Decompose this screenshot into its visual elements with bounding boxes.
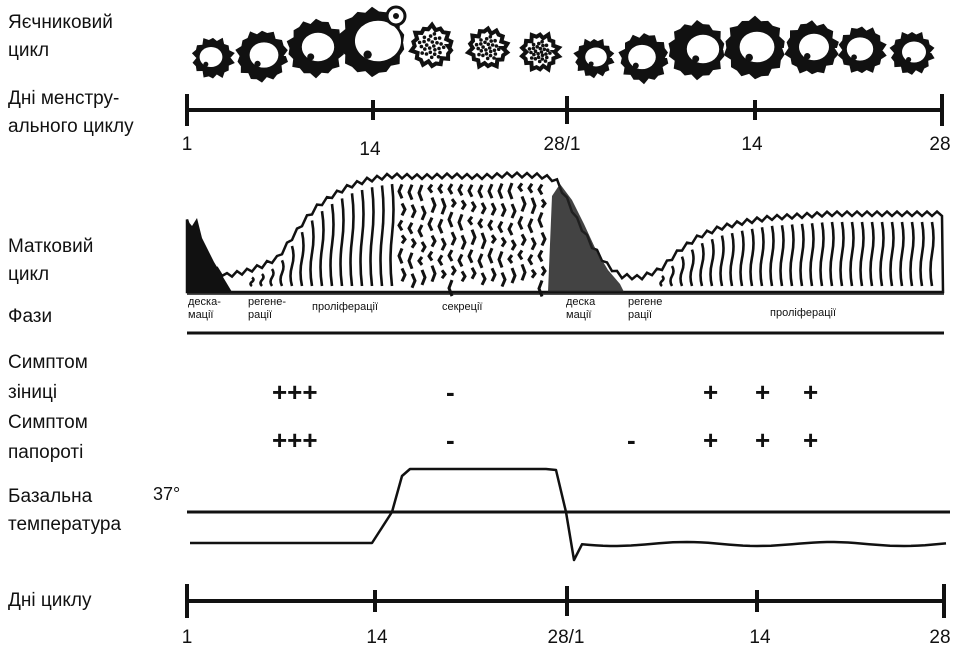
pupil-symptom-mark: +++: [272, 377, 318, 407]
ovarian-follicle-icon: [338, 5, 407, 78]
uterine-cycle-label-line1: Матковий: [8, 236, 93, 257]
ovarian-cycle-label-line1: Яєчниковий: [8, 12, 113, 33]
corpus-luteum-icon: [464, 25, 511, 70]
cycle-days-label: Дні циклу: [8, 590, 92, 611]
bottom-day-axis: 1 14 28/1 14 28: [182, 584, 951, 648]
ovarian-follicle-icon: [837, 26, 887, 74]
fern-symptom-mark: -: [446, 425, 455, 455]
row-labels: Яєчниковий цикл Дні менстру- ального цик…: [8, 12, 180, 611]
ovarian-follicle-icon: [668, 20, 725, 81]
pupil-symptom-row: +++ - + + +: [272, 377, 818, 407]
pupil-symptom-mark: +: [703, 377, 718, 407]
ovarian-follicle-icon: [191, 37, 235, 79]
corpus-luteum-icon: [519, 31, 563, 73]
phase-regeneration-1-line1: регене-: [248, 296, 286, 308]
basal-temperature-chart: [187, 467, 950, 562]
phase-labels: деска- мації регене- рації проліферації …: [187, 293, 944, 335]
pupil-symptom-mark: +: [803, 377, 818, 407]
ovarian-cycle-label-line2: цикл: [8, 40, 49, 61]
phase-regeneration-1-line2: рації: [248, 309, 272, 321]
ovarian-follicle-icon: [889, 32, 935, 75]
fern-symptom-mark: -: [627, 425, 636, 455]
temperature-label-line2: температура: [8, 514, 121, 535]
phase-desquamation-2-line1: деска: [566, 296, 596, 308]
top-tick-label-28: 28: [929, 134, 950, 155]
top-day-axis: 1 14 28/1 14 28: [182, 94, 951, 160]
uterine-cycle-label-line2: цикл: [8, 264, 49, 285]
menstrual-days-label-line2: ального циклу: [8, 116, 134, 137]
ovarian-follicle-icon: [286, 18, 344, 79]
ovarian-follicles: [191, 5, 935, 85]
desquamation-dark-zone-mid: [548, 184, 624, 292]
bottom-tick-label-28-1: 28/1: [548, 627, 585, 648]
bottom-tick-label-28: 28: [929, 627, 950, 648]
temperature-37-label: 37°: [153, 484, 180, 504]
fern-symptom-mark: +: [755, 425, 770, 455]
top-tick-label-14a: 14: [359, 139, 381, 160]
pupil-symptom-mark: +: [755, 377, 770, 407]
phase-proliferation-2: проліферації: [770, 307, 836, 319]
fern-symptom-mark: +: [803, 425, 818, 455]
bottom-tick-label-14a: 14: [366, 627, 388, 648]
fern-symptom-mark: +++: [272, 425, 318, 455]
top-tick-label-28-1: 28/1: [544, 134, 581, 155]
ovarian-follicle-icon: [723, 15, 785, 80]
menstrual-days-label-line1: Дні менстру-: [8, 88, 119, 109]
pupil-symptom-label-line1: Симптом: [8, 352, 88, 373]
bottom-tick-label-14b: 14: [749, 627, 771, 648]
pupil-symptom-label-line2: зіниці: [8, 382, 57, 403]
desquamation-dark-zone-left: [187, 218, 232, 292]
phase-secretion: секреції: [442, 301, 482, 313]
fern-symptom-label-line1: Симптом: [8, 412, 88, 433]
phase-desquamation-2-line2: мації: [566, 309, 591, 321]
phase-regeneration-2-line1: регене: [628, 296, 662, 308]
phase-desquamation-1-line1: деска-: [188, 296, 221, 308]
ovarian-follicle-icon: [573, 38, 615, 79]
endometrium-illustration: [185, 171, 945, 298]
phases-label: Фази: [8, 306, 52, 327]
fern-symptom-mark: +: [703, 425, 718, 455]
ovarian-follicle-icon: [784, 20, 839, 75]
bottom-tick-label-1: 1: [182, 627, 193, 648]
ovarian-follicle-icon: [235, 30, 288, 83]
phase-regeneration-2-line2: рації: [628, 309, 652, 321]
endometrial-glands: [249, 182, 935, 298]
fern-symptom-row: +++ - - + + +: [272, 425, 818, 455]
phase-proliferation-1: проліферації: [312, 301, 378, 313]
phase-desquamation-1-line2: мації: [188, 309, 213, 321]
top-tick-label-14b: 14: [741, 134, 763, 155]
fern-symptom-label-line2: папороті: [8, 442, 83, 463]
temperature-curve: [190, 467, 947, 562]
temperature-label-line1: Базальна: [8, 486, 93, 507]
top-tick-label-1: 1: [182, 134, 193, 155]
corpus-luteum-icon: [408, 21, 454, 69]
pupil-symptom-mark: -: [446, 377, 455, 407]
ovarian-follicle-icon: [618, 33, 669, 85]
